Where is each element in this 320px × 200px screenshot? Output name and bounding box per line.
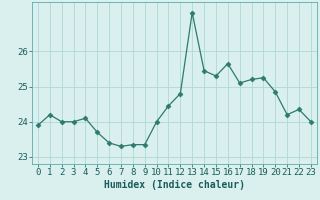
- X-axis label: Humidex (Indice chaleur): Humidex (Indice chaleur): [104, 180, 245, 190]
